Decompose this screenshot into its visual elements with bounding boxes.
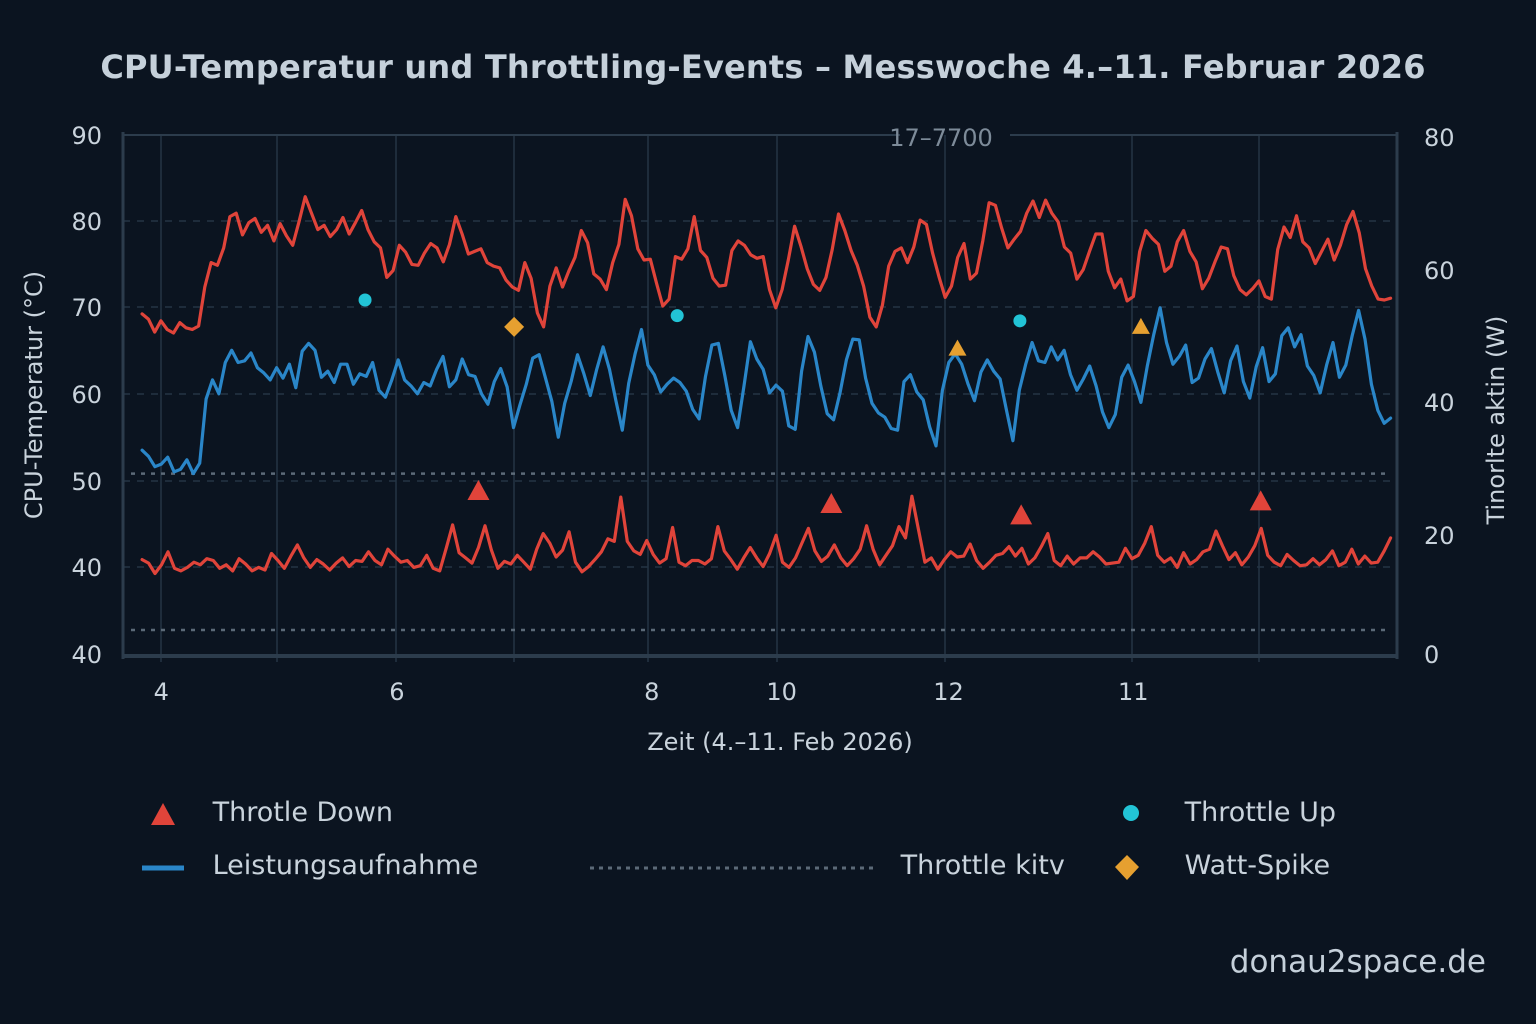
x-tick-label: 8 <box>644 678 659 706</box>
legend-label: Watt-Spike <box>1184 850 1331 881</box>
y-tick-label-right: 40 <box>1424 389 1455 417</box>
y-tick-label-left: 40 <box>71 554 102 582</box>
series-line-0 <box>140 195 1393 335</box>
legend-item-throttle-up[interactable]: Throttle Up <box>1116 797 1336 829</box>
throttle-up-marker <box>358 293 372 307</box>
dotted-line-icon <box>590 866 876 869</box>
x-axis-title: Zeit (4.–11. Feb 2026) <box>647 728 913 756</box>
throttle-down-marker <box>467 480 490 501</box>
grid <box>123 135 1397 662</box>
circle-icon <box>1123 804 1139 821</box>
triangle-icon <box>151 802 175 825</box>
event-markers <box>358 293 1272 525</box>
series-group <box>140 195 1393 576</box>
legend-label: Leistungsaufnahme <box>212 850 479 881</box>
x-tick-label: 10 <box>766 678 797 706</box>
legend-item-throttle-down[interactable]: Throtle Down <box>148 797 393 829</box>
legend-label: Throttle Up <box>1184 797 1336 828</box>
axes <box>121 132 1399 659</box>
watermark: donau2space.de <box>1229 944 1486 980</box>
y-axis-title-right: Tinorlte aktin (W) <box>1482 316 1510 526</box>
y-tick-label-left: 60 <box>71 381 102 409</box>
x-tick-label: 12 <box>933 678 964 706</box>
y-axis-title-left: CPU-Temperatur (°C) <box>20 271 48 519</box>
watt-spike-marker <box>1131 317 1150 334</box>
legend-item-watt-spike[interactable]: Watt-Spike <box>1112 850 1330 882</box>
series-line-1 <box>140 306 1393 476</box>
watt-spike-marker <box>948 339 967 356</box>
threshold-lines <box>131 472 1387 632</box>
legend-item-throttle-active[interactable]: Throttle ​kitv <box>588 850 1065 882</box>
legend-label: Throttle ​kitv <box>900 850 1065 881</box>
y-tick-label-left: 50 <box>71 468 102 496</box>
x-tick-label: 4 <box>154 678 169 706</box>
annotation-label: 17–7700 <box>889 124 993 152</box>
x-tick-label: 6 <box>389 678 404 706</box>
y-tick-label-left: 80 <box>71 208 102 236</box>
x-tick-label: 11 <box>1118 678 1149 706</box>
y-tick-label-right: 0 <box>1424 641 1439 669</box>
line-icon <box>142 865 184 870</box>
diamond-icon <box>1115 854 1139 880</box>
throttle-up-marker <box>1013 314 1027 328</box>
throttle-down-marker <box>820 493 843 514</box>
throttle-down-marker <box>1249 490 1272 511</box>
watt-spike-marker <box>504 316 525 337</box>
y-tick-label-right: 80 <box>1424 124 1455 152</box>
tick-labels: 90 80 70 60 50 40 40 80 60 40 20 0 4 6 8 10 12 11 <box>71 122 1454 706</box>
series-line-2 <box>140 494 1393 576</box>
chart-title: CPU-Temperatur und Throttling-Events – M… <box>100 48 1426 86</box>
y-tick-label-left: 40 <box>71 641 102 669</box>
legend-label: Throtle Down <box>212 797 394 828</box>
throttle-up-marker <box>670 309 684 323</box>
y-tick-label-right: 20 <box>1424 522 1455 550</box>
throttle-down-marker <box>1010 504 1033 525</box>
y-tick-label-left: 70 <box>71 294 102 322</box>
y-tick-label-left: 90 <box>71 122 102 150</box>
y-tick-label-right: 60 <box>1424 257 1455 285</box>
legend-item-power[interactable]: Leistungsaufnahme <box>140 850 478 882</box>
